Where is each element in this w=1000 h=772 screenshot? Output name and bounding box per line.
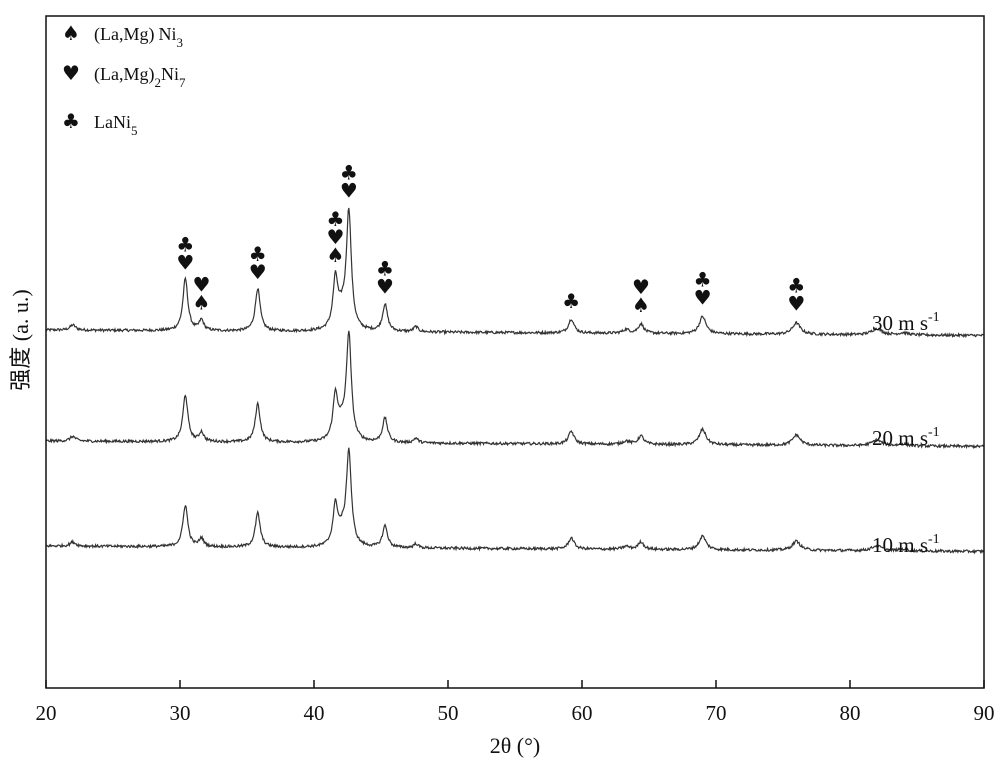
y-axis-title: 强度 (a. u.) [8,289,33,390]
series-label: 10 m s-1 [872,532,940,557]
series-label-layer: 30 m s-120 m s-110 m s-1 [872,310,940,557]
peak-marker-symbol: ♠ [326,243,344,267]
peak-marker-symbol: ♣ [562,289,580,313]
legend-subscript: 3 [176,35,183,50]
peak-marker-symbol: ♥ [340,178,358,202]
axis-layer [46,16,984,688]
series-label-name: 30 m s [872,311,928,335]
legend-subscript: 5 [131,123,138,138]
legend-label: LaNi5 [94,112,137,138]
peak-marker-symbol: ♥ [376,275,394,299]
legend-phase: LaNi [94,112,131,132]
peak-marker-symbol: ♥ [249,260,267,284]
series-label-name: 20 m s [872,426,928,450]
legend: ♠(La,Mg)Ni3♥(La,Mg)2Ni7♣LaNi5 [62,21,186,138]
x-tick-label: 50 [438,701,459,725]
x-tick-label: 60 [572,701,593,725]
x-tick-label: 20 [36,701,57,725]
series-label-exponent: -1 [928,310,940,325]
series-label-exponent: -1 [928,532,940,547]
series-label-exponent: -1 [928,425,940,440]
legend-formula: Ni [158,24,176,44]
legend-phase: (La,Mg) [94,64,154,85]
xrd-trace-10-m-s [46,448,984,553]
x-tick-label: 30 [170,701,191,725]
legend-formula: Ni [161,64,179,84]
legend-label: (La,Mg)2Ni7 [94,64,186,90]
peak-marker-symbol: ♥ [176,251,194,275]
peak-marker-symbol: ♠ [632,293,650,317]
legend-symbol: ♥ [62,61,80,85]
x-tick-label: 40 [304,701,325,725]
legend-symbol: ♣ [62,109,80,133]
x-tick-label: 70 [706,701,727,725]
plot-frame [46,16,984,688]
xrd-trace-20-m-s [46,331,984,448]
legend-symbol: ♠ [62,21,80,45]
peak-marker-symbol: ♠ [192,291,210,315]
series-label-name: 10 m s [872,533,928,557]
legend-phase: (La,Mg) [94,24,154,45]
x-axis-title: 2θ (°) [490,733,541,758]
x-tick-label: 90 [974,701,995,725]
legend-subscript: 7 [179,75,186,90]
peak-marker-symbol: ♥ [787,291,805,315]
peak-marker-symbol: ♥ [694,286,712,310]
series-label: 30 m s-1 [872,310,940,335]
peak-marker-layer: ♣♥♥♠♣♥♣♥♠♣♥♣♥♣♥♠♣♥♣♥ [176,160,805,317]
legend-label: (La,Mg)Ni3 [94,24,183,50]
x-tick-layer: 20 30 40 50 60 70 80 90 [36,680,995,725]
x-tick-label: 80 [840,701,861,725]
